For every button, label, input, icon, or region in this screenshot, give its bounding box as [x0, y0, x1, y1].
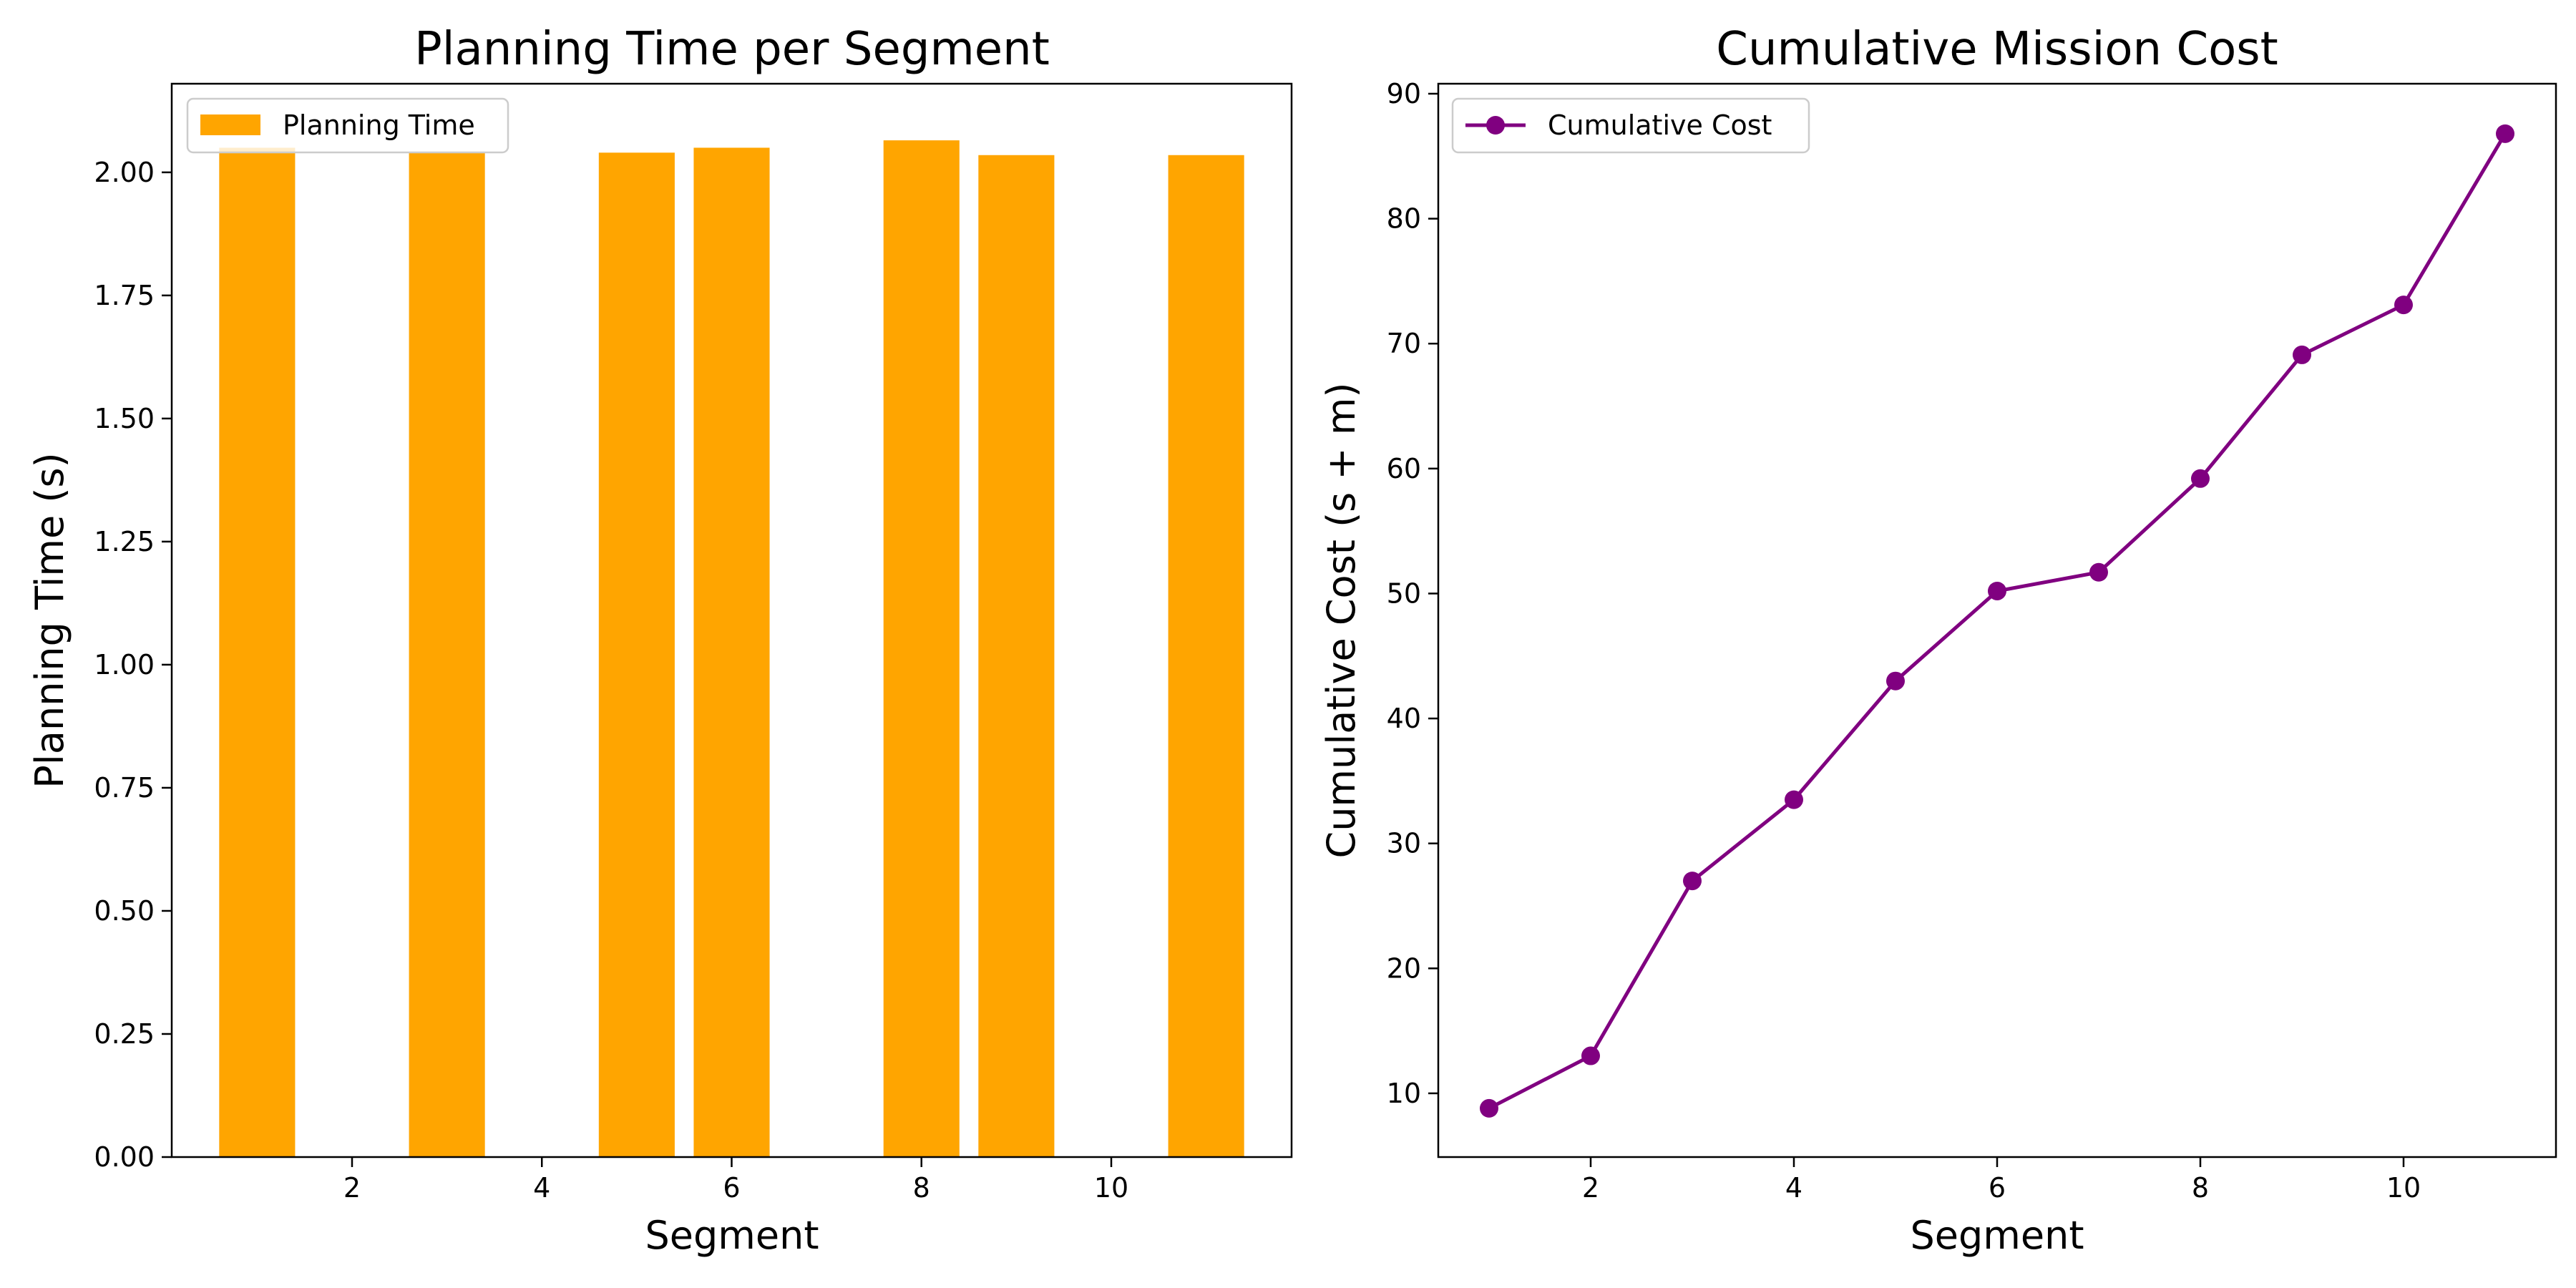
x-tick-label: 4: [1785, 1172, 1802, 1204]
x-tick-label: 6: [1989, 1172, 2006, 1204]
chart-title: Planning Time per Segment: [414, 23, 1050, 76]
legend-box: [1451, 97, 1810, 154]
x-tick-label: 2: [343, 1172, 361, 1204]
x-axis-ticks: 2 4 6 8 10: [343, 1157, 1128, 1204]
legend: Cumulative Cost: [1451, 97, 1810, 154]
y-axis-ticks: 0.00 0.25 0.50 0.75 1.00 1.25 1.50 1.75 2.00: [94, 157, 172, 1173]
data-point: [2089, 562, 2108, 582]
data-point: [2496, 124, 2514, 143]
bar: [978, 155, 1055, 1158]
plot-frame: [170, 82, 1293, 1158]
data-point: [2191, 469, 2210, 488]
x-tick-label: 8: [913, 1172, 930, 1204]
y-axis-ticks: 10 20 30 40 50 60 70 80 90: [1387, 78, 1438, 1109]
bar: [883, 140, 960, 1158]
x-tick-label: 6: [723, 1172, 740, 1204]
y-tick-label: 1.25: [94, 526, 155, 557]
y-axis-label: Planning Time (s): [27, 452, 72, 788]
legend-swatch: [200, 114, 260, 135]
y-tick-label: 70: [1387, 328, 1421, 359]
x-axis-ticks: 2 4 6 8 10: [1582, 1157, 2421, 1204]
y-tick-label: 0.50: [94, 895, 155, 927]
legend-label: Planning Time: [283, 109, 475, 141]
y-tick-label: 0.00: [94, 1141, 155, 1173]
planning-time-panel: Planning Time per Segment 0.000.250.500.…: [27, 23, 1293, 1258]
y-tick-label: 0.75: [94, 772, 155, 804]
data-point: [2293, 345, 2311, 364]
x-tick-label: 10: [2386, 1172, 2421, 1204]
y-axis-label: Cumulative Cost (s + m): [1319, 382, 1364, 858]
legend: Planning Time: [186, 97, 509, 154]
series-points: [1480, 124, 2514, 1118]
data-point: [1785, 790, 1803, 809]
legend-box: [186, 97, 509, 154]
y-tick-label: 1.00: [94, 649, 155, 680]
data-point: [1988, 581, 2006, 600]
y-tick-label: 2.00: [94, 157, 155, 188]
x-axis-label: Segment: [645, 1213, 819, 1258]
data-point: [1886, 671, 1905, 691]
y-tick-label: 50: [1387, 577, 1421, 609]
x-tick-label: 2: [1582, 1172, 1599, 1204]
bar: [1168, 155, 1244, 1158]
legend-marker: [1486, 116, 1505, 135]
bar-group: [219, 140, 1244, 1158]
data-point: [1683, 872, 1702, 891]
data-point: [2394, 296, 2413, 315]
y-tick-label: 90: [1387, 78, 1421, 109]
y-tick-label: 80: [1387, 203, 1421, 235]
y-tick-label: 20: [1387, 952, 1421, 984]
y-tick-label: 60: [1387, 453, 1421, 484]
y-tick-label: 0.25: [94, 1018, 155, 1050]
y-tick-label: 30: [1387, 828, 1421, 859]
data-point: [1581, 1046, 1600, 1065]
legend-label: Cumulative Cost: [1548, 109, 1772, 141]
x-tick-label: 10: [1094, 1172, 1128, 1204]
x-tick-label: 8: [2192, 1172, 2209, 1204]
bar: [693, 147, 770, 1157]
chart-title: Cumulative Mission Cost: [1716, 23, 2278, 76]
cumulative-cost-panel: Cumulative Mission Cost 10 20 30 40 50 60 70 80…: [1319, 23, 2557, 1258]
x-tick-label: 4: [533, 1172, 550, 1204]
data-point: [1480, 1098, 1498, 1118]
bar: [219, 147, 296, 1157]
y-tick-label: 1.50: [94, 403, 155, 434]
y-tick-label: 40: [1387, 703, 1421, 734]
bar: [598, 152, 675, 1157]
plot-frame: [1437, 82, 2557, 1158]
x-axis-label: Segment: [1911, 1213, 2084, 1258]
bar: [409, 152, 485, 1157]
y-tick-label: 10: [1387, 1078, 1421, 1109]
y-tick-label: 1.75: [94, 280, 155, 311]
